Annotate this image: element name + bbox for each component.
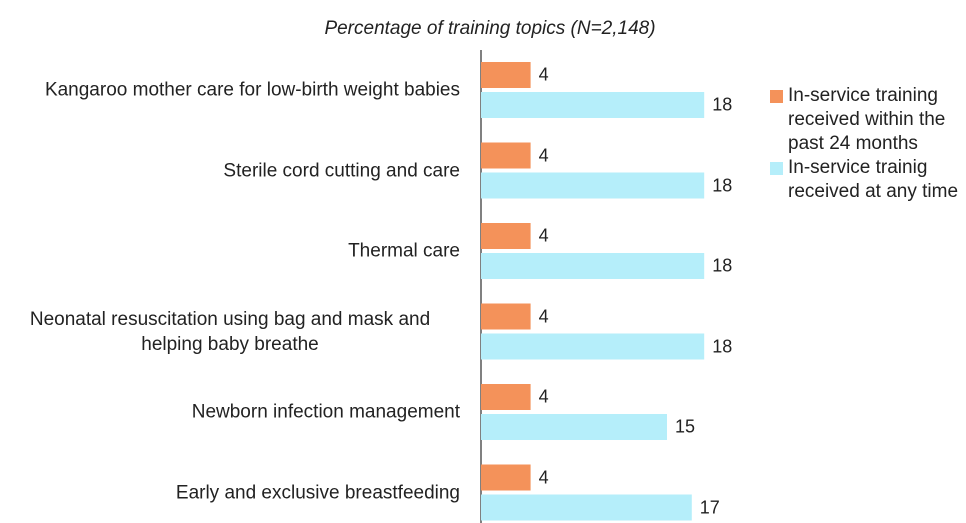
bar — [481, 142, 531, 169]
category-label: Kangaroo mother care for low-birth weigh… — [44, 79, 460, 101]
legend-swatch — [770, 162, 783, 175]
bar — [481, 303, 531, 330]
legend-swatch — [770, 90, 783, 103]
value-label: 17 — [699, 497, 720, 517]
value-label: 4 — [538, 467, 549, 487]
legend-label: In-service training received within the … — [788, 85, 946, 154]
bar — [481, 172, 705, 199]
bar — [481, 253, 705, 279]
value-label: 4 — [538, 386, 549, 407]
bar — [481, 414, 667, 440]
category-label: Newborn infection management — [191, 401, 460, 423]
bar — [481, 464, 531, 491]
value-label: 18 — [712, 336, 733, 356]
value-label: 18 — [712, 255, 733, 276]
bar — [481, 92, 705, 118]
category-label: Early and exclusive breastfeeding — [175, 482, 460, 503]
category-label: Sterile cord cutting and care — [223, 160, 460, 181]
value-label: 4 — [538, 225, 549, 246]
bar — [481, 223, 531, 249]
value-label: 4 — [538, 64, 549, 85]
value-label: 18 — [712, 94, 733, 115]
chart-title: Percentage of training topics (N=2,148) — [324, 18, 656, 39]
value-label: 4 — [538, 145, 549, 165]
value-label: 15 — [675, 416, 696, 437]
category-label: Thermal care — [348, 240, 460, 262]
value-label: 18 — [712, 175, 733, 195]
bar — [481, 62, 531, 88]
bar — [481, 333, 705, 360]
value-label: 4 — [538, 306, 549, 326]
bar — [481, 494, 692, 521]
legend-label: In-service trainig received at any time — [788, 157, 959, 202]
bar — [481, 384, 531, 410]
category-label: Neonatal resuscitation using bag and mas… — [29, 308, 431, 355]
